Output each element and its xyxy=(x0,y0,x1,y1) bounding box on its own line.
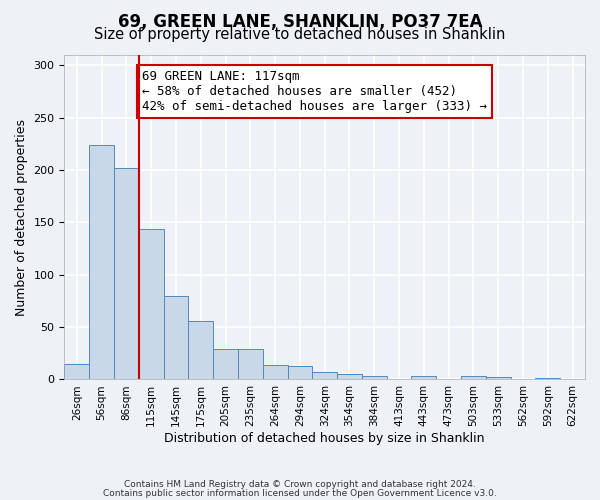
Bar xyxy=(461,376,486,380)
Bar xyxy=(89,145,114,380)
Text: 69 GREEN LANE: 117sqm
← 58% of detached houses are smaller (452)
42% of semi-det: 69 GREEN LANE: 117sqm ← 58% of detached … xyxy=(142,70,487,112)
Bar xyxy=(287,366,313,380)
Bar xyxy=(64,364,89,380)
Text: Contains public sector information licensed under the Open Government Licence v3: Contains public sector information licen… xyxy=(103,489,497,498)
Bar xyxy=(263,365,287,380)
Bar xyxy=(188,321,213,380)
Text: 69, GREEN LANE, SHANKLIN, PO37 7EA: 69, GREEN LANE, SHANKLIN, PO37 7EA xyxy=(118,12,482,30)
Bar xyxy=(238,349,263,380)
Bar xyxy=(164,296,188,380)
Bar xyxy=(535,378,560,380)
Y-axis label: Number of detached properties: Number of detached properties xyxy=(15,118,28,316)
Text: Contains HM Land Registry data © Crown copyright and database right 2024.: Contains HM Land Registry data © Crown c… xyxy=(124,480,476,489)
Bar xyxy=(114,168,139,380)
Bar xyxy=(313,372,337,380)
Bar xyxy=(412,376,436,380)
Text: Size of property relative to detached houses in Shanklin: Size of property relative to detached ho… xyxy=(94,28,506,42)
Bar xyxy=(362,376,386,380)
Bar xyxy=(486,378,511,380)
Bar xyxy=(139,228,164,380)
Bar xyxy=(337,374,362,380)
X-axis label: Distribution of detached houses by size in Shanklin: Distribution of detached houses by size … xyxy=(164,432,485,445)
Bar xyxy=(213,349,238,380)
